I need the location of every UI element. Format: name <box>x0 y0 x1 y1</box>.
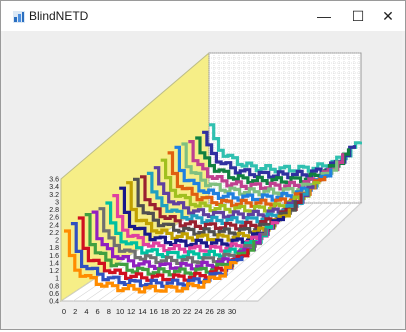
series-line <box>209 123 362 174</box>
series-line <box>119 186 285 248</box>
minimize-button[interactable]: — <box>301 1 347 31</box>
chart-area: 0.4 0.6 0.8 1 1.2 1.4 1.6 1.8 2 2.2 2.4 2.6 2.8 3 3.2 3… <box>4 31 402 327</box>
app-icon <box>13 11 25 23</box>
y-tick-label: 1.4 <box>49 260 59 267</box>
x-tick-label: 14 <box>138 307 146 316</box>
series-line <box>84 213 256 277</box>
minimize-icon: — <box>317 8 331 24</box>
y-tick-label: 1.2 <box>49 268 59 275</box>
y-tick-label: 3 <box>55 199 59 206</box>
x-axis-ticks: 0 2 4 6 8 10 12 14 16 18 20 22 24 26 28 30 <box>62 307 236 316</box>
x-tick-label: 8 <box>107 307 111 316</box>
x-tick-label: 26 <box>205 307 213 316</box>
x-tick-label: 16 <box>149 307 157 316</box>
x-tick-label: 4 <box>84 307 88 316</box>
y-tick-label: 2.8 <box>49 207 59 214</box>
y-axis-ticks: 0.40.60.811.21.41.61.822.22.42.62.833.23… <box>49 177 59 306</box>
y-tick-label: 2.4 <box>49 222 59 229</box>
close-icon: ✕ <box>382 7 394 24</box>
x-tick-label: 10 <box>116 307 124 316</box>
x-tick-label: 24 <box>194 307 202 316</box>
x-tick-label: 18 <box>161 307 169 316</box>
series-line <box>64 229 238 294</box>
y-tick-label: 3.6 <box>49 177 59 184</box>
maximize-button[interactable]: ☐ <box>335 1 381 31</box>
y-tick-label: 1.6 <box>49 253 59 260</box>
y-tick-label: 0.8 <box>49 283 59 290</box>
x-tick-label: 20 <box>172 307 180 316</box>
series-layer <box>64 123 362 294</box>
x-tick-label: 0 <box>62 307 66 316</box>
series-line <box>77 216 250 282</box>
y-tick-label: 3.2 <box>49 192 59 199</box>
window-title: BlindNETD <box>29 9 89 23</box>
y-tick-label: 1 <box>55 276 59 283</box>
series-line <box>70 222 244 288</box>
y-tick-label: 1.8 <box>49 245 59 252</box>
y-tick-label: 2.2 <box>49 230 59 237</box>
x-tick-label: 2 <box>73 307 77 316</box>
x-tick-label: 22 <box>183 307 191 316</box>
series-line <box>126 181 291 242</box>
close-button[interactable]: ✕ <box>365 1 406 31</box>
y-tick-label: 0.4 <box>49 299 59 306</box>
y-tick-label: 0.6 <box>49 291 59 298</box>
x-tick-label: 28 <box>217 307 225 316</box>
x-tick-label: 12 <box>127 307 135 316</box>
x-tick-label: 6 <box>96 307 100 316</box>
title-bar[interactable]: BlindNETD — ☐ ✕ <box>1 1 405 31</box>
surface-chart: 0.40.60.811.21.41.61.822.22.42.62.833.23… <box>49 51 363 316</box>
y-tick-label: 2 <box>55 238 59 245</box>
x-tick-label: 30 <box>228 307 236 316</box>
y-tick-label: 2.6 <box>49 215 59 222</box>
maximize-icon: ☐ <box>351 7 365 24</box>
y-tick-label: 3.4 <box>49 184 59 191</box>
